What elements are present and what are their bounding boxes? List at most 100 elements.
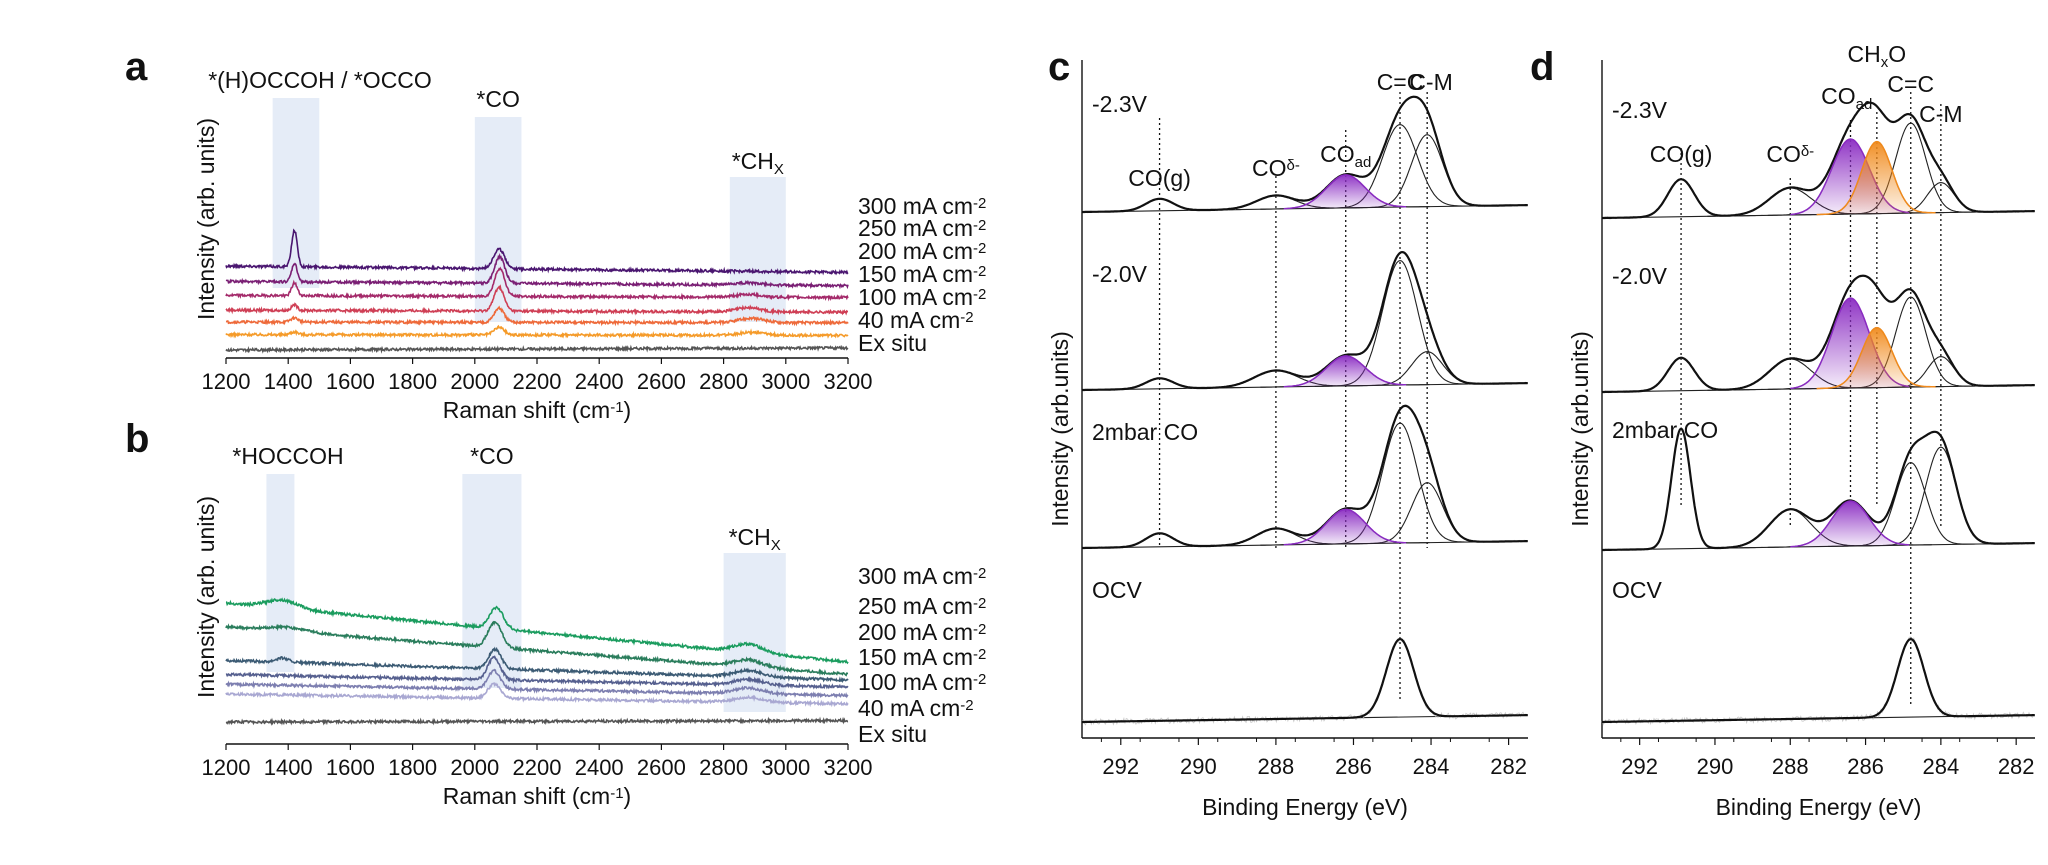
band-label: *CHX (729, 524, 781, 554)
x-tick-label: 286 (1847, 754, 1884, 779)
component-line (1816, 140, 1936, 216)
peak-label: CO(g) (1128, 165, 1191, 191)
shaded-components (1790, 138, 1936, 548)
series-line (225, 324, 849, 339)
spectrum-label: OCV (1092, 577, 1143, 603)
highlight-band (474, 117, 522, 322)
x-tick-label: 1800 (388, 369, 437, 394)
peak-label: C=C (1887, 71, 1934, 97)
envelope-line (1082, 404, 1528, 550)
envelope-line (1602, 427, 2035, 552)
envelope-line (1602, 274, 2035, 394)
envelope-line (1602, 637, 2035, 724)
series-line (225, 668, 849, 699)
legend-entry: 100 mA cm-2 (858, 284, 986, 310)
series-line (225, 344, 849, 354)
band-label: *CHX (732, 148, 784, 178)
envelope-line (1082, 250, 1528, 392)
x-tick-label: 2400 (575, 755, 624, 780)
x-tick-label: 1800 (388, 755, 437, 780)
legend-entry: 40 mA cm-2 (858, 695, 974, 721)
component-line (1283, 174, 1407, 210)
highlight-band (729, 177, 786, 322)
envelope-line (1602, 101, 2035, 220)
x-tick-label: 288 (1772, 754, 1809, 779)
legend-entry: 200 mA cm-2 (858, 619, 986, 645)
peak-label: COδ- (1766, 141, 1814, 167)
x-tick-label: 1600 (326, 755, 375, 780)
component-fill (1816, 141, 1936, 215)
component-line (1602, 357, 1763, 393)
x-axis-label: Binding Energy (eV) (1716, 794, 1922, 820)
series-line (225, 284, 848, 316)
x-tick-label: 2200 (513, 369, 562, 394)
band-label: *CO (470, 443, 513, 469)
highlight-band (266, 474, 295, 672)
raw-data (1081, 637, 1528, 726)
legend-entry: 150 mA cm-2 (858, 644, 986, 670)
spectrum-label: 2mbar CO (1092, 419, 1198, 445)
raw-data (1601, 427, 2035, 552)
panel-letter-a: a (125, 45, 148, 89)
x-tick-label: 3200 (824, 369, 873, 394)
x-axis-label: Raman shift (cm-1) (443, 783, 631, 809)
spectrum-label: -2.3V (1092, 91, 1148, 117)
component-line (1602, 427, 1763, 551)
x-tick-label: 2600 (637, 369, 686, 394)
series-line (225, 266, 849, 302)
envelope-line (1082, 637, 1528, 724)
background-line (1081, 382, 1529, 391)
series-line (225, 682, 849, 708)
x-tick-label: 1200 (202, 369, 251, 394)
legend-entry: 300 mA cm-2 (858, 563, 986, 589)
x-tick-label: 282 (1998, 754, 2035, 779)
x-tick-label: 3000 (761, 369, 810, 394)
legend-entry: 100 mA cm-2 (858, 669, 986, 695)
x-tick-label: 2400 (575, 369, 624, 394)
peak-label: COad (1821, 83, 1872, 113)
x-tick-label: 2000 (450, 369, 499, 394)
x-tick-label: 282 (1490, 754, 1527, 779)
background-line (1081, 540, 1529, 549)
x-tick-label: 290 (1697, 754, 1734, 779)
x-tick-label: 288 (1258, 754, 1295, 779)
legend-entry: Ex situ (858, 330, 927, 356)
component-line (1283, 508, 1407, 546)
peak-label: C-M (1919, 101, 1962, 127)
shaded-components (1283, 174, 1407, 546)
x-tick-label: 1400 (264, 755, 313, 780)
x-tick-label: 1200 (202, 755, 251, 780)
background-line (1081, 204, 1529, 213)
series-line (225, 253, 849, 290)
component-fill (1816, 327, 1936, 389)
spectrum-label: -2.0V (1092, 261, 1148, 287)
x-tick-label: 284 (1923, 754, 1960, 779)
peak-label: C=C (1377, 69, 1424, 95)
raw-data (1081, 96, 1528, 214)
series-line (225, 305, 849, 327)
panel-c: c 292 290 288 286 284 282 Binding Energy (eV) In… (1047, 45, 1529, 820)
peak-label: C-M (1409, 69, 1452, 95)
series-line (225, 620, 849, 677)
legend-entry: Ex situ (858, 721, 927, 747)
component-fill (1790, 501, 1910, 547)
legend-entry: 40 mA cm-2 (858, 307, 974, 333)
x-tick-label: 2000 (450, 755, 499, 780)
series-line (225, 597, 849, 665)
legend-entry: 250 mA cm-2 (858, 215, 986, 241)
peak-label: CO(g) (1650, 141, 1713, 167)
panel-letter-d: d (1530, 45, 1554, 89)
x-axis-label: Raman shift (cm-1) (443, 397, 631, 423)
x-tick-label: 292 (1102, 754, 1139, 779)
x-tick-label: 1400 (264, 369, 313, 394)
panel-d: d 292 290 288 286 284 282 Binding Energy (eV) In… (1530, 41, 2036, 820)
raw-data (1081, 250, 1528, 392)
x-tick-label: 292 (1621, 754, 1658, 779)
legend-entry: 250 mA cm-2 (858, 593, 986, 619)
peak-label: COad (1320, 141, 1371, 171)
band-label: *HOCCOH (232, 443, 343, 469)
x-tick-label: 2200 (513, 755, 562, 780)
x-tick-label: 1600 (326, 369, 375, 394)
spectrum-label: OCV (1612, 577, 1663, 603)
envelope-line (1082, 95, 1528, 214)
